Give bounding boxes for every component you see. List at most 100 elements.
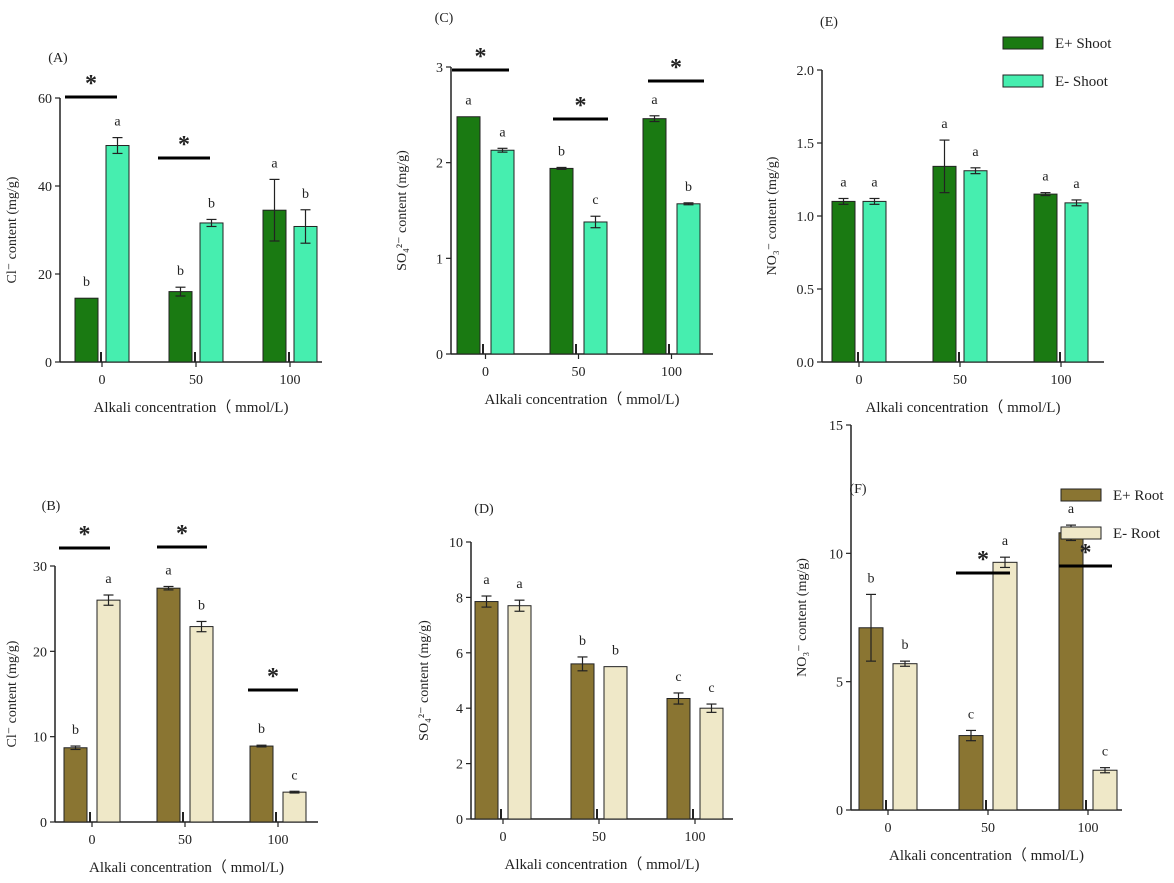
significance-letter: c <box>675 670 681 685</box>
significance-letter: c <box>1102 745 1108 760</box>
significance-letter: a <box>483 573 490 588</box>
legend-label: E+ Root <box>1113 488 1164 504</box>
bar-e-shoot-0 <box>74 297 99 363</box>
significance-letter: b <box>302 187 309 202</box>
y-tick-label: 20 <box>33 645 47 660</box>
x-tick-label: 50 <box>572 365 586 380</box>
significance-letter: c <box>291 768 297 783</box>
bar-e-root-100 <box>1058 532 1084 811</box>
significance-letter: a <box>941 117 948 132</box>
significance-letter: b <box>72 723 79 738</box>
bar-e-root-0 <box>892 663 918 811</box>
significance-star: * <box>85 71 97 97</box>
significance-letter: a <box>1068 502 1075 517</box>
y-axis-label: SO₄²⁻ content (mg/g) <box>395 150 410 271</box>
y-tick-label: 1 <box>436 252 443 267</box>
bar-e-shoot-50 <box>963 170 988 363</box>
significance-letter: a <box>1042 170 1049 185</box>
significance-letter: a <box>972 145 979 160</box>
bar-e-shoot-50 <box>199 222 224 363</box>
bar-e-shoot-50 <box>168 291 193 363</box>
significance-star: * <box>176 521 188 547</box>
x-tick-label: 50 <box>178 833 192 848</box>
significance-letter: a <box>651 93 658 108</box>
y-tick-label: 2 <box>456 758 463 773</box>
x-tick-label: 0 <box>89 833 96 848</box>
y-tick-label: 0.0 <box>797 356 815 371</box>
bar-e-shoot-0 <box>831 200 856 363</box>
legend-swatch <box>1002 36 1044 50</box>
legend-root: E+ Root E- Root <box>1060 488 1164 542</box>
x-tick-label: 50 <box>953 373 967 388</box>
panel-label: (D) <box>474 502 494 517</box>
significance-letter: a <box>499 125 506 140</box>
legend-label: E- Root <box>1113 526 1161 542</box>
bar-e-root-100 <box>1092 769 1118 811</box>
x-axis-label: Alkali concentration（ mmol/L) <box>94 399 289 416</box>
y-axis-label: Cl⁻ content (mg/g) <box>5 640 20 747</box>
significance-letter: b <box>258 722 265 737</box>
x-tick-label: 100 <box>685 830 706 845</box>
bar-e-shoot-0 <box>105 145 130 363</box>
significance-letter: a <box>105 572 112 587</box>
y-tick-label: 0.5 <box>797 283 815 298</box>
legend-swatch <box>1002 74 1044 88</box>
bar-e-shoot-100 <box>1033 193 1058 363</box>
y-tick-label: 10 <box>449 536 463 551</box>
significance-letter: a <box>271 156 278 171</box>
significance-letter: a <box>840 175 847 190</box>
bar-e-root-50 <box>570 663 595 820</box>
significance-letter: b <box>868 571 875 586</box>
x-tick-label: 50 <box>981 821 995 836</box>
y-tick-label: 0 <box>40 816 47 831</box>
significance-letter: a <box>165 563 172 578</box>
bar-e-shoot-0 <box>490 149 515 355</box>
bar-e-root-0 <box>507 605 532 820</box>
significance-star: * <box>267 664 279 690</box>
significance-letter: c <box>592 193 598 208</box>
x-tick-label: 100 <box>661 365 682 380</box>
significance-letter: b <box>558 144 565 159</box>
significance-star: * <box>79 522 91 548</box>
y-tick-label: 0 <box>45 356 52 371</box>
significance-letter: b <box>198 598 205 613</box>
bar-e-root-100 <box>666 698 691 820</box>
bar-e-root-50 <box>958 735 984 811</box>
y-tick-label: 2 <box>436 157 443 172</box>
y-tick-label: 5 <box>836 676 843 691</box>
bar-e-shoot-100 <box>1064 202 1089 363</box>
significance-letter: b <box>579 634 586 649</box>
y-tick-label: 0 <box>836 804 843 819</box>
y-tick-label: 60 <box>38 92 52 107</box>
y-tick-label: 30 <box>33 560 47 575</box>
y-tick-label: 4 <box>456 702 463 717</box>
x-tick-label: 100 <box>268 833 289 848</box>
y-tick-label: 2.0 <box>797 64 815 79</box>
y-tick-label: 8 <box>456 591 463 606</box>
panel-label: (B) <box>42 499 61 514</box>
bar-e-root-50 <box>992 561 1018 811</box>
bar-e-root-0 <box>474 601 499 820</box>
x-tick-label: 100 <box>1078 821 1099 836</box>
x-tick-label: 0 <box>482 365 489 380</box>
significance-letter: a <box>114 115 121 130</box>
y-tick-label: 40 <box>38 180 52 195</box>
significance-star: * <box>575 93 587 119</box>
x-tick-label: 50 <box>592 830 606 845</box>
bar-e-shoot-100 <box>293 225 318 363</box>
significance-letter: b <box>177 264 184 279</box>
y-axis-label: NO₃⁻ content (mg/g) <box>795 558 810 677</box>
y-tick-label: 1.0 <box>797 210 815 225</box>
significance-star: * <box>977 547 989 573</box>
significance-letter: a <box>465 94 472 109</box>
x-axis-label: Alkali concentration（ mmol/L) <box>505 856 700 873</box>
y-tick-label: 1.5 <box>797 137 815 152</box>
x-axis-label: Alkali concentration（ mmol/L) <box>89 859 284 876</box>
y-axis-label: SO₄²⁻ content (mg/g) <box>417 620 432 741</box>
y-tick-label: 20 <box>38 268 52 283</box>
panel-label: (A) <box>48 51 68 66</box>
bar-e-shoot-0 <box>456 116 481 355</box>
y-tick-label: 10 <box>33 731 47 746</box>
significance-letter: b <box>612 644 619 659</box>
